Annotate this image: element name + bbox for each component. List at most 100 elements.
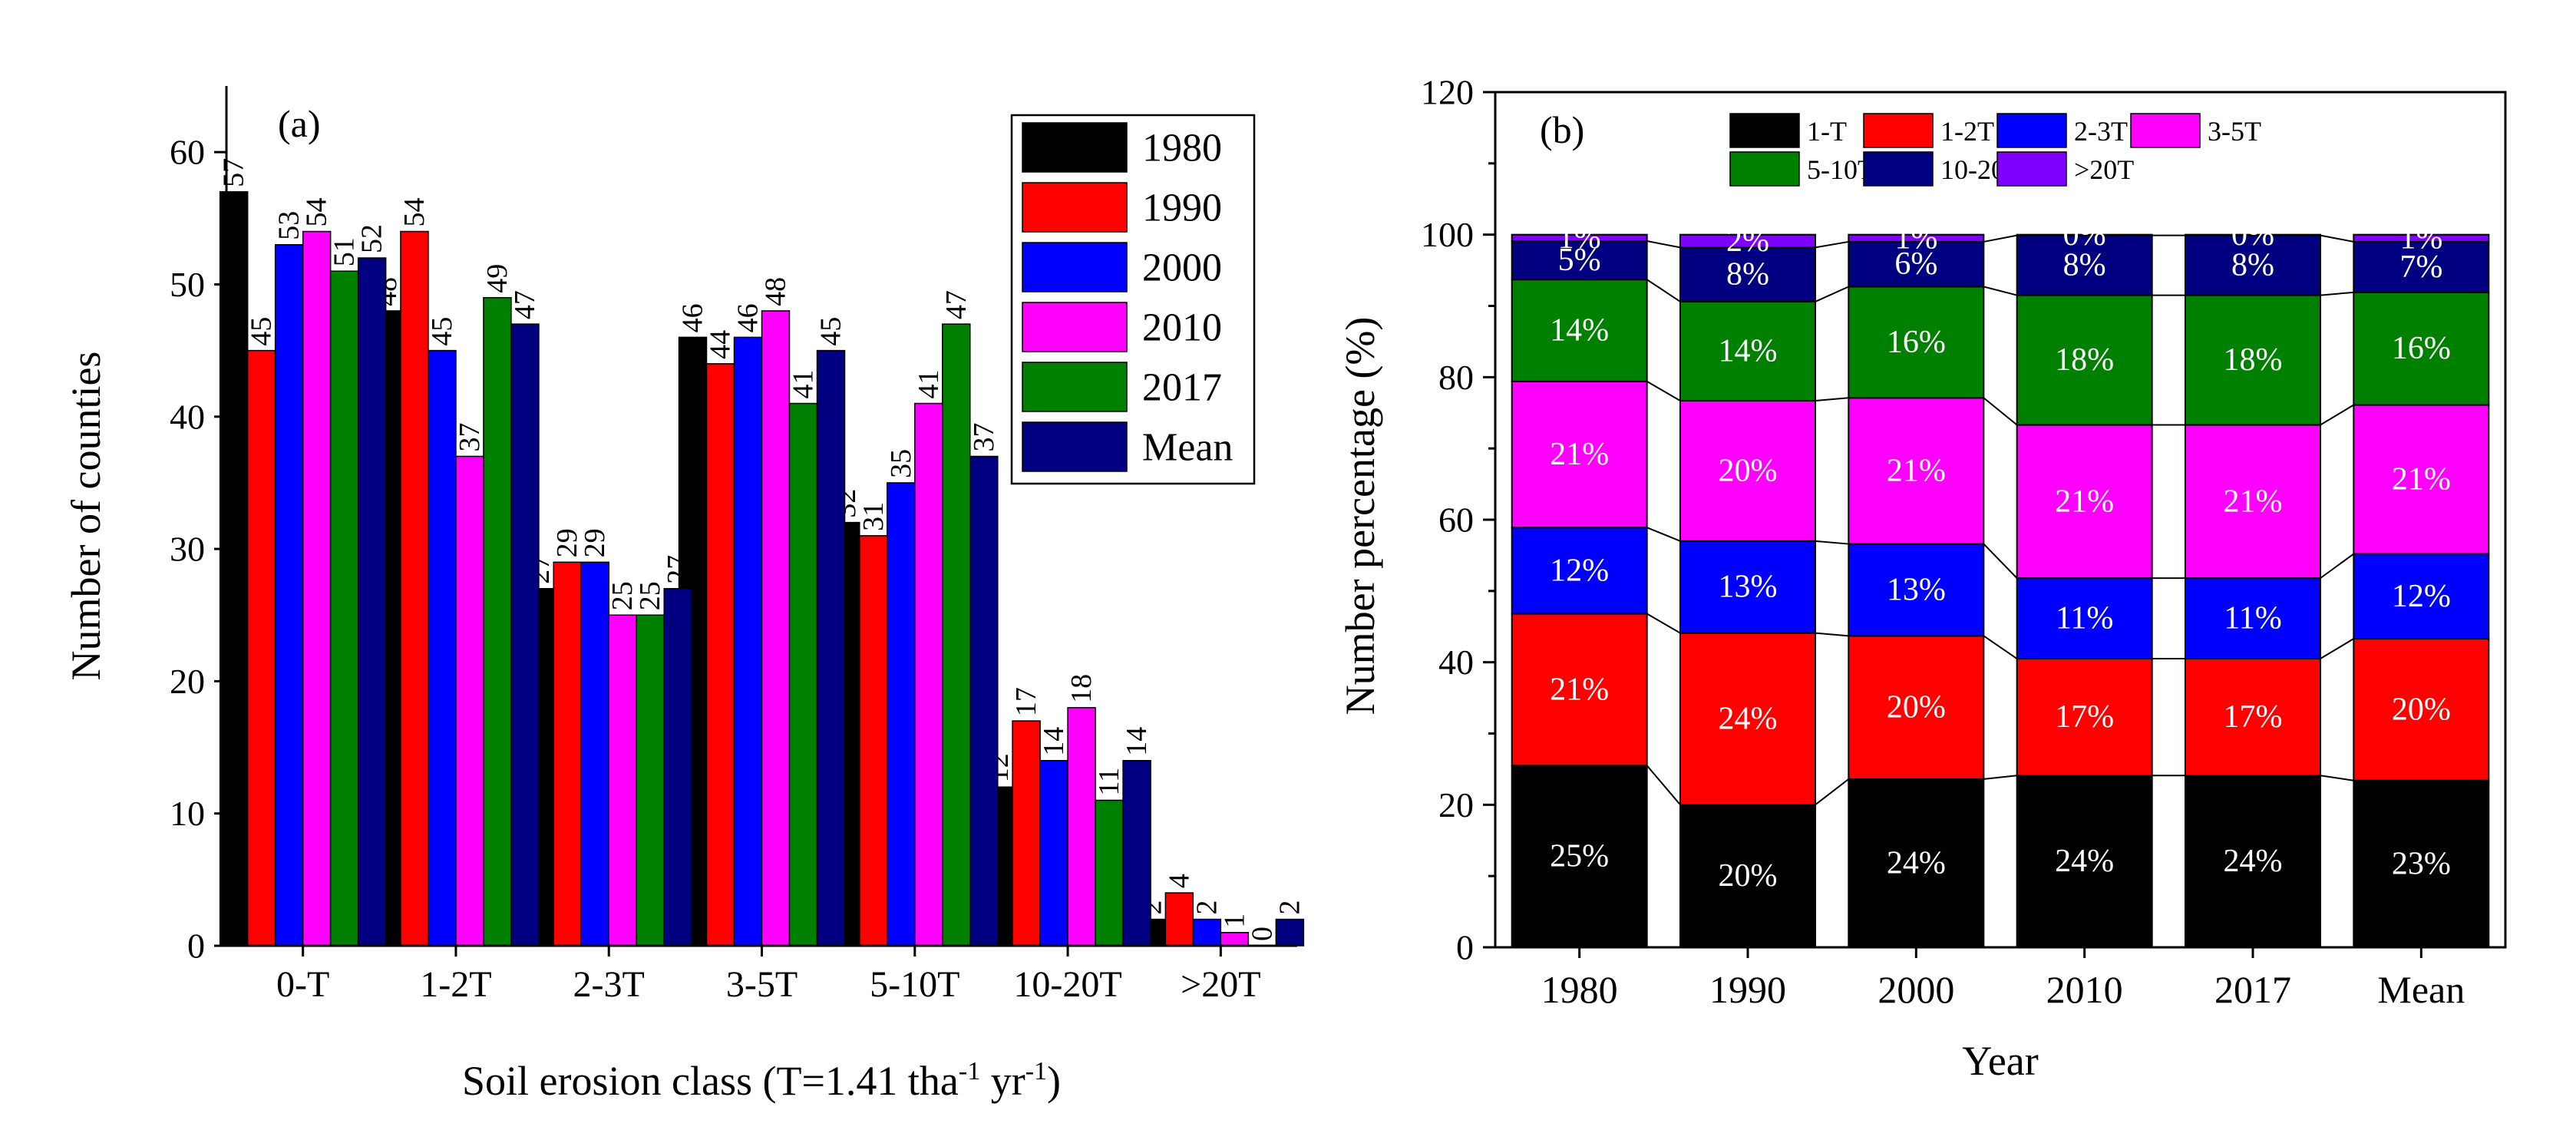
- segment-percent-label: 13%: [1719, 570, 1778, 605]
- segment-percent-label: 24%: [2224, 844, 2283, 879]
- stack-connector-line: [2320, 404, 2354, 426]
- bar-2000-1-2T: [428, 349, 457, 947]
- segment-percent-label: 12%: [1550, 553, 1609, 588]
- bar-value-label: 2: [1273, 900, 1306, 915]
- bar-value-label: 2: [1191, 900, 1223, 915]
- legend-swatch-Mean: [1022, 421, 1128, 472]
- y-tick-label: 60: [1438, 501, 1474, 540]
- bar-value-label: 4: [1163, 874, 1195, 888]
- stack-connector-line: [1646, 279, 1681, 302]
- bar-value-label: 52: [356, 224, 388, 253]
- segment-percent-label: 24%: [2055, 844, 2114, 879]
- bar-2010-1-2T: [455, 455, 484, 947]
- legend-swatch-5-10T: [1729, 151, 1800, 187]
- segment-percent-label: 17%: [2224, 699, 2283, 735]
- y-tick-label: 120: [1421, 73, 1474, 112]
- stack-connector-line: [1815, 778, 1849, 806]
- stack-connector-line: [1815, 397, 1849, 401]
- y-tick-label: 40: [170, 397, 205, 436]
- stack-connector-line: [2320, 553, 2354, 579]
- bar-value-label: 25: [634, 581, 666, 610]
- bar-2010-10-20T: [1067, 707, 1096, 947]
- segment-percent-label: 0%: [2063, 217, 2106, 253]
- bar-2010-0-T: [302, 230, 332, 947]
- segment-1-2T-1990: [1679, 632, 1816, 806]
- bar-2010-3-5T: [761, 310, 791, 947]
- stack-connector-line: [1646, 527, 1681, 542]
- segment-percent-label: 1%: [1894, 220, 1937, 256]
- stack-connector-line: [1646, 765, 1681, 805]
- stack-connector-line: [1815, 286, 1849, 302]
- bar-value-label: 54: [301, 198, 333, 227]
- bar-value-label: 47: [509, 290, 541, 319]
- bar-value-label: 45: [426, 317, 458, 346]
- bar-Mean-0-T: [357, 257, 387, 947]
- segment-percent-label: 1%: [1558, 220, 1601, 256]
- segment-1-2T-2000: [1848, 635, 1985, 780]
- bar-value-label: 29: [551, 528, 583, 557]
- x-axis-label-mid: yr: [980, 1058, 1025, 1104]
- segment-percent-label: 12%: [2392, 579, 2451, 614]
- stack-connector-line: [2320, 291, 2354, 296]
- stack-connector-line: [1983, 775, 2017, 780]
- segment-5-10T-2017: [2185, 294, 2321, 426]
- segment-percent-label: 23%: [2392, 846, 2451, 881]
- bar-value-label: 1: [1218, 914, 1250, 928]
- segment-percent-label: 21%: [1550, 672, 1609, 707]
- bar-value-label: 53: [273, 211, 305, 240]
- y-tick-label: 20: [1438, 785, 1474, 824]
- stack-connector-line: [1646, 381, 1681, 401]
- segment-percent-label: 21%: [2055, 484, 2114, 519]
- segment-2-3T-1990: [1679, 540, 1816, 634]
- segment-10-20T-Mean: [2353, 240, 2490, 293]
- stack-connector-line: [1983, 397, 2018, 426]
- bar-1990-0-T: [246, 349, 276, 947]
- stack-connector-line: [2320, 775, 2354, 781]
- legend-label: 1-T: [1807, 116, 1847, 147]
- bar-1990-5-10T: [859, 535, 888, 947]
- segment-percent-label: 20%: [2392, 692, 2451, 727]
- bar-value-label: 17: [1010, 687, 1042, 716]
- bar-value-label: 45: [815, 317, 847, 346]
- segment-percent-label: 16%: [1887, 325, 1946, 360]
- segment-percent-label: 18%: [2224, 342, 2283, 378]
- bar-Mean-5-10T: [969, 455, 999, 947]
- segment-1-T-Mean: [2353, 779, 2490, 949]
- legend-label: Mean: [1142, 426, 1233, 470]
- bar-2017-3-5T: [788, 402, 818, 947]
- bar-1990-10-20T: [1012, 720, 1041, 947]
- x-tick-label: 2017: [2214, 968, 2291, 1011]
- legend-swatch-2000: [1022, 242, 1128, 292]
- legend-swatch-2-3T: [1996, 113, 2067, 148]
- legend-label: 2017: [1142, 366, 1222, 410]
- panel-b-stacked-bar-chart: 25%21%12%21%14%5%1%20%24%13%20%14%8%2%24…: [1337, 73, 2507, 1084]
- y-tick-label: 100: [1421, 215, 1474, 254]
- bar-2010-2-3T: [608, 614, 637, 947]
- y-tick-label: 20: [170, 662, 205, 701]
- legend-swatch->20T: [1996, 151, 2067, 187]
- x-tick-label: 1990: [1709, 968, 1786, 1011]
- panel-label: (b): [1540, 108, 1584, 151]
- stack-connector-line: [1815, 240, 1849, 249]
- bar-2000->20T: [1192, 918, 1222, 947]
- segment-1-T-1980: [1511, 765, 1648, 949]
- bar-value-label: 27: [662, 555, 694, 584]
- bar-2017-10-20T: [1095, 799, 1124, 947]
- segment->20T-1990: [1679, 233, 1816, 249]
- bar-value-label: 54: [398, 198, 431, 227]
- segment-5-10T-1980: [1511, 279, 1648, 382]
- x-tick-label: 1980: [1541, 968, 1618, 1011]
- legend-swatch-2017: [1022, 362, 1128, 412]
- legend-label: 3-5T: [2208, 116, 2261, 147]
- bar-2000-5-10T: [887, 482, 916, 947]
- segment-2-3T-2017: [2185, 577, 2321, 660]
- bar-value-label: 51: [329, 237, 361, 266]
- legend-swatch-1-2T: [1863, 113, 1934, 148]
- segment-3-5T-Mean: [2353, 404, 2490, 555]
- bar-value-label: 41: [788, 370, 820, 399]
- segment-3-5T-2017: [2185, 424, 2321, 580]
- y-tick-label: 40: [1438, 643, 1474, 682]
- segment-percent-label: 14%: [1550, 313, 1609, 349]
- segment-percent-label: 20%: [1719, 858, 1778, 894]
- segment-percent-label: 8%: [2063, 248, 2106, 283]
